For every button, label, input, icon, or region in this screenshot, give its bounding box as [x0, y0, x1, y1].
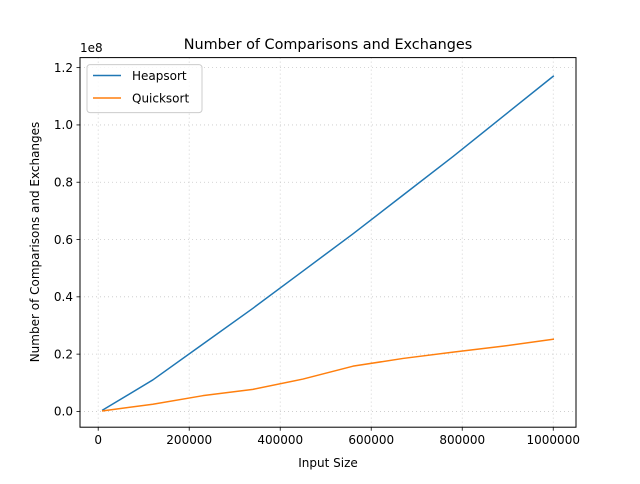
x-tick-label: 1000000 [527, 433, 580, 447]
y-axis-ticks: 0.0 0.2 0.4 0.6 0.8 1.0 1.2 [54, 61, 80, 419]
x-tick-label: 600000 [348, 433, 394, 447]
y-tick-label: 0.2 [54, 347, 73, 361]
x-axis-ticks: 0 200000 400000 600000 800000 1000000 [94, 427, 580, 447]
x-tick-label: 400000 [257, 433, 303, 447]
legend: Heapsort Quicksort [86, 64, 203, 114]
plot-frame [79, 57, 577, 428]
series-lines [101, 75, 555, 412]
chart-title: Number of Comparisons and Exchanges [184, 37, 473, 53]
legend-entries: Heapsort Quicksort [93, 69, 189, 105]
y-axis-offset-label: 1e8 [80, 41, 103, 55]
grid [80, 57, 576, 428]
series-line-heapsort [101, 75, 555, 412]
y-tick-label: 1.2 [54, 61, 73, 75]
legend-box [86, 64, 203, 114]
y-tick-label: 0.4 [54, 290, 73, 304]
x-axis-label: Input Size [298, 456, 358, 470]
legend-label-heapsort: Heapsort [132, 69, 187, 83]
y-tick-label: 1.0 [54, 118, 73, 132]
y-tick-label: 0.0 [54, 405, 73, 419]
x-tick-label: 200000 [166, 433, 212, 447]
y-tick-label: 0.6 [54, 233, 73, 247]
x-tick-label: 800000 [439, 433, 485, 447]
y-axis-label: Number of Comparisons and Exchanges [28, 122, 42, 363]
x-tick-label: 0 [94, 433, 102, 447]
legend-label-quicksort: Quicksort [132, 91, 189, 105]
series-line-quicksort [101, 338, 555, 412]
y-tick-label: 0.8 [54, 176, 73, 190]
